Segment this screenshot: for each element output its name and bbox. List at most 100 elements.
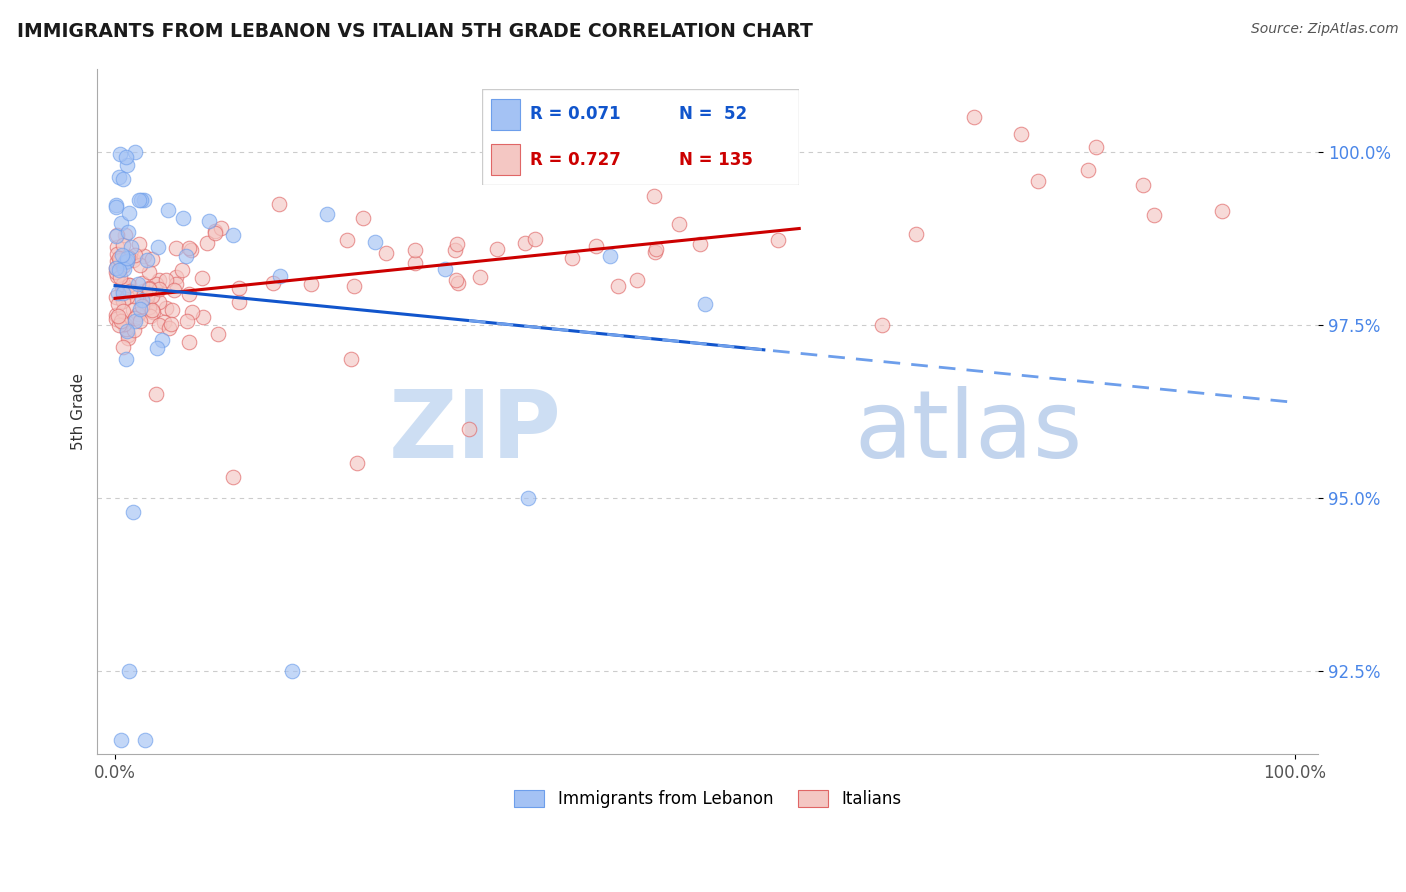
Point xyxy=(446,237,468,252)
Point xyxy=(105,290,128,304)
Point xyxy=(172,211,194,226)
Point xyxy=(107,297,129,311)
Point xyxy=(198,214,221,228)
Point xyxy=(1132,178,1154,193)
Point xyxy=(152,333,174,347)
Point xyxy=(141,302,163,317)
Point xyxy=(281,664,304,678)
Point xyxy=(606,278,628,293)
Point xyxy=(446,277,468,291)
Point xyxy=(117,253,139,268)
Point xyxy=(668,217,690,231)
Point xyxy=(121,505,143,519)
Point xyxy=(118,664,141,678)
Point xyxy=(204,224,226,238)
Point xyxy=(118,206,141,220)
Point xyxy=(155,272,177,286)
Point xyxy=(177,287,200,301)
Point xyxy=(105,254,128,268)
Point xyxy=(346,456,368,470)
Point xyxy=(104,200,127,214)
Point xyxy=(146,240,169,254)
Point xyxy=(1077,163,1099,178)
Point xyxy=(114,318,136,332)
Point xyxy=(108,147,131,161)
Point xyxy=(165,241,187,255)
Point xyxy=(105,268,128,283)
Point xyxy=(165,270,187,285)
Point xyxy=(105,228,128,243)
Point xyxy=(108,253,131,268)
Text: ZIP: ZIP xyxy=(388,386,561,478)
Point xyxy=(145,387,167,401)
Legend: Immigrants from Lebanon, Italians: Immigrants from Lebanon, Italians xyxy=(508,783,908,814)
Point xyxy=(177,335,200,350)
Point xyxy=(191,270,214,285)
Point xyxy=(176,314,198,328)
Point xyxy=(108,263,131,277)
Point xyxy=(124,145,146,160)
Point xyxy=(134,733,156,747)
Point xyxy=(112,286,135,301)
Point xyxy=(1026,174,1049,188)
Point xyxy=(121,253,143,268)
Point xyxy=(444,273,467,287)
Point xyxy=(643,188,665,202)
Point xyxy=(105,247,128,261)
Point xyxy=(105,229,128,244)
Point xyxy=(626,273,648,287)
Point xyxy=(138,281,160,295)
Point xyxy=(134,249,156,263)
Point xyxy=(905,227,928,241)
Point xyxy=(316,207,339,221)
Point xyxy=(110,314,132,328)
Point xyxy=(128,301,150,316)
Point xyxy=(148,318,170,333)
Point xyxy=(1010,127,1032,141)
Point xyxy=(117,158,139,172)
Point xyxy=(108,318,131,333)
Point xyxy=(142,305,165,319)
Point xyxy=(122,303,145,318)
Point xyxy=(114,352,136,367)
Point xyxy=(114,227,136,242)
Point xyxy=(404,255,426,269)
Point xyxy=(163,283,186,297)
Point xyxy=(191,310,214,324)
Point xyxy=(404,243,426,257)
Point xyxy=(125,290,148,304)
Point xyxy=(177,241,200,255)
Point xyxy=(111,340,134,354)
Point xyxy=(458,422,481,436)
Point xyxy=(135,290,157,304)
Point xyxy=(222,470,245,484)
Point xyxy=(343,278,366,293)
Point xyxy=(269,269,291,284)
Point xyxy=(105,240,128,254)
Point xyxy=(128,258,150,272)
Point xyxy=(585,239,607,253)
Point xyxy=(124,248,146,262)
Point xyxy=(107,286,129,301)
Point xyxy=(157,320,180,334)
Point xyxy=(561,252,583,266)
Point xyxy=(117,330,139,344)
Point xyxy=(141,252,163,266)
Point xyxy=(117,327,139,342)
Point xyxy=(434,262,457,277)
Y-axis label: 5th Grade: 5th Grade xyxy=(72,373,86,450)
Point xyxy=(299,277,322,291)
Point xyxy=(468,269,491,284)
Point xyxy=(148,294,170,309)
Point xyxy=(336,233,359,247)
Point xyxy=(157,202,180,217)
Point xyxy=(134,297,156,311)
Point xyxy=(146,341,169,355)
Point xyxy=(513,236,536,251)
Point xyxy=(172,263,194,277)
Point xyxy=(108,251,131,265)
Point xyxy=(112,304,135,318)
Point xyxy=(340,352,363,367)
Point xyxy=(174,248,197,262)
Point xyxy=(105,312,128,326)
